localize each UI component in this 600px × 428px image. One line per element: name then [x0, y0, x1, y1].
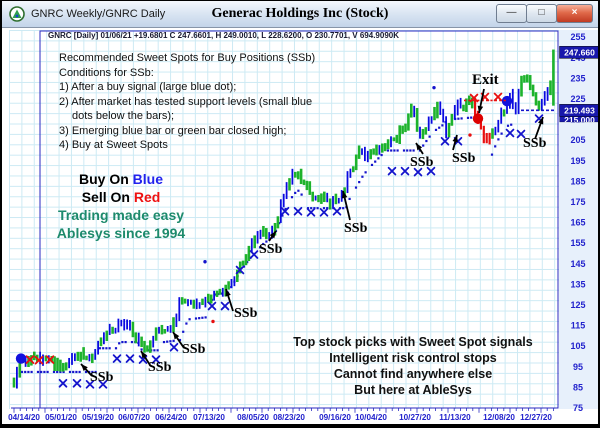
buy-signal-dot	[501, 95, 513, 107]
y-tick-label: 225	[570, 94, 585, 104]
conditions-line: Conditions for SSb:	[59, 66, 154, 79]
y-tick-label: 195	[570, 156, 585, 166]
quote-line: GNRC [Daily] 01/06/21 +19.6801 C 247.660…	[48, 31, 399, 40]
tagline-1: Trading made easy	[57, 207, 185, 223]
window-title-left: GNRC Weekly/GNRC Daily	[31, 8, 166, 20]
y-tick-label: 105	[570, 341, 585, 351]
price-badge: 247.660	[559, 46, 598, 59]
date-label: 09/16/20	[319, 413, 351, 422]
support-dots	[20, 116, 513, 374]
buy-on-blue-line: Buy On Blue	[78, 171, 163, 187]
date-label: 11/13/20	[439, 413, 471, 422]
date-label: 12/27/20	[520, 413, 552, 422]
conditions-note: Recommended Sweet Spots for Buy Position…	[59, 51, 315, 153]
conditions-line: 4) Buy at Sweet Spots	[59, 139, 168, 151]
title-bar[interactable]: GNRC Weekly/GNRC Daily Generac Holdings …	[2, 1, 598, 28]
sell-on-red-line: Sell On Red	[81, 189, 161, 205]
y-tick-label: 135	[570, 279, 585, 289]
date-label: 05/19/20	[82, 413, 114, 422]
y-tick-label: 235	[570, 73, 585, 83]
y-tick-label: 145	[570, 259, 585, 269]
y-tick-label: 165	[570, 218, 585, 228]
ssb-annotation: SSb	[148, 360, 172, 375]
window-controls: — □ ×	[496, 4, 593, 23]
promo-block: Top stock picks with Sweet Spot signals …	[290, 334, 536, 398]
conditions-line: 1) After a buy signal (large blue dot);	[59, 81, 237, 93]
date-label: 10/04/20	[355, 413, 387, 422]
y-axis-labels: 2552452352252152051951851751651551451351…	[570, 32, 585, 413]
ssb-annotation: SSb	[234, 306, 258, 321]
ablesys-app-icon	[9, 6, 25, 22]
close-button[interactable]: ×	[556, 4, 593, 23]
window-title-center: Generac Holdings Inc (Stock)	[211, 6, 389, 21]
date-label: 12/08/20	[483, 413, 515, 422]
y-tick-label: 125	[570, 300, 585, 310]
ssb-annotation: SSb	[344, 221, 368, 236]
y-tick-label: 115	[571, 321, 586, 331]
y-tick-label: 175	[570, 197, 585, 207]
annotation-arrows	[80, 88, 544, 377]
ssb-annotation: SSb	[182, 342, 206, 357]
date-label: 06/24/20	[155, 413, 187, 422]
slogan-block: Buy On Blue Sell On Red Trading made eas…	[46, 170, 196, 242]
exit-annotation: Exit	[472, 72, 499, 88]
date-label: 07/13/20	[193, 413, 225, 422]
promo-line: Top stock picks with Sweet Spot signals	[293, 335, 533, 349]
date-label: 05/01/20	[45, 413, 77, 422]
promo-line: Cannot find anywhere else	[333, 367, 493, 381]
y-tick-label: 85	[573, 382, 583, 392]
y-tick-label: 255	[570, 32, 585, 42]
exit-signal-dot	[472, 113, 484, 124]
axes	[11, 30, 559, 413]
svg-text:215.000: 215.000	[564, 115, 595, 125]
svg-text:219.493: 219.493	[564, 106, 595, 116]
x-axis-labels: 04/14/20 05/01/20 05/19/20 06/07/20 06/24/20…	[8, 413, 552, 422]
y-tick-label: 155	[570, 238, 585, 248]
date-label: 06/07/20	[118, 413, 150, 422]
promo-line: Intelligent risk control stops	[329, 351, 497, 365]
date-label: 08/23/20	[273, 413, 305, 422]
promo-line: But here at AbleSys	[354, 383, 472, 397]
ssb-annotation: SSb	[259, 242, 283, 257]
price-badge: 219.493	[559, 104, 598, 117]
ssb-annotation: SSb	[410, 155, 434, 170]
ssb-annotation: SSb	[90, 370, 114, 385]
conditions-line: Recommended Sweet Spots for Buy Position…	[59, 52, 316, 64]
price-badge: 215.000	[559, 113, 598, 125]
y-tick-label: 205	[570, 135, 585, 145]
conditions-line: dots below the bars);	[72, 110, 175, 122]
svg-text:247.660: 247.660	[564, 48, 595, 58]
y-tick-label: 95	[573, 362, 583, 372]
y-tick-label: 75	[573, 403, 583, 413]
conditions-line: 3) Emerging blue bar or green bar closed…	[59, 124, 287, 137]
tagline-2: Ablesys since 1994	[56, 225, 186, 241]
signal-marks	[15, 85, 555, 389]
ssb-annotation: SSb	[452, 151, 476, 166]
ssb-annotation: SSb	[523, 136, 547, 151]
date-label: 04/14/20	[8, 413, 40, 422]
buy-signal-dot	[15, 353, 27, 364]
y-tick-label: 185	[570, 176, 585, 186]
price-axis-column	[559, 30, 598, 409]
date-label: 10/27/20	[399, 413, 431, 422]
conditions-line: 2) After market has tested support level…	[59, 95, 313, 108]
date-label: 08/05/20	[237, 413, 269, 422]
